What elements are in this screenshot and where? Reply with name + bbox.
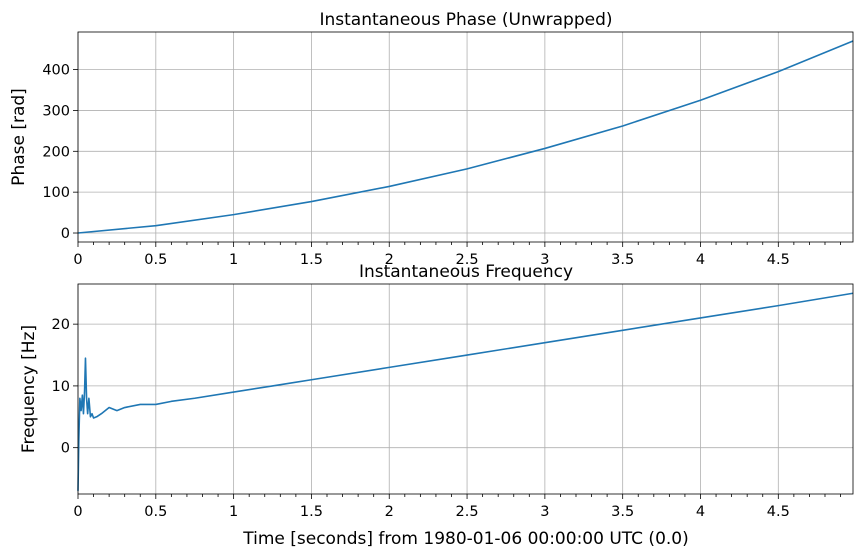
frequency-y-axis-label: Frequency [Hz] <box>19 325 39 453</box>
phase-series <box>77 40 854 234</box>
phase-y-axis-label: Phase [rad] <box>9 88 29 186</box>
frequency-x-tick-label: 2 <box>385 504 394 520</box>
frequency-x-tick-label: 4.5 <box>767 504 790 520</box>
frequency-series-line <box>77 292 854 491</box>
phase-x-tick-label: 2 <box>385 252 394 268</box>
phase-grid <box>77 32 853 242</box>
phase-x-tick-label: 2.5 <box>456 252 479 268</box>
frequency-ticks: 0 0.5 1 1.5 2 2.5 3 3.5 4 4.5 0 10 20 <box>52 317 841 520</box>
frequency-plot-frame <box>77 283 854 495</box>
phase-y-tick-label: 100 <box>42 185 70 201</box>
frequency-grid <box>77 284 853 494</box>
frequency-panel: Instantaneous Frequency 0 0.5 1 1.5 2 2.5 3 3.5… <box>19 262 854 549</box>
phase-chart-title: Instantaneous Phase (Unwrapped) <box>319 10 612 30</box>
frequency-x-tick-label: 0 <box>73 504 82 520</box>
phase-ticks: 0 0.5 1 1.5 2 2.5 3 3.5 4 4.5 0 100 200 300 400 <box>42 63 841 268</box>
phase-x-tick-label: 4 <box>696 252 705 268</box>
phase-x-tick-label: 1 <box>229 252 238 268</box>
frequency-y-tick-label: 20 <box>52 317 70 333</box>
frequency-x-tick-label: 1.5 <box>300 504 323 520</box>
phase-plot-frame <box>77 31 854 243</box>
phase-x-tick-label: 4.5 <box>767 252 790 268</box>
phase-panel: Instantaneous Phase (Unwrapped) 0 0.5 1 1.5… <box>9 10 854 268</box>
frequency-chart-title: Instantaneous Frequency <box>359 262 573 282</box>
frequency-series <box>77 292 854 491</box>
phase-x-tick-label: 1.5 <box>300 252 323 268</box>
phase-series-line <box>77 40 854 234</box>
phase-x-tick-label: 3 <box>540 252 549 268</box>
frequency-x-tick-label: 3.5 <box>611 504 634 520</box>
phase-y-tick-label: 200 <box>42 144 70 160</box>
frequency-x-tick-label: 0.5 <box>144 504 167 520</box>
phase-x-tick-label: 0 <box>73 252 82 268</box>
frequency-y-tick-label: 10 <box>52 379 70 395</box>
phase-x-tick-label: 3.5 <box>611 252 634 268</box>
phase-y-tick-label: 300 <box>42 103 70 119</box>
frequency-x-axis-label: Time [seconds] from 1980-01-06 00:00:00 … <box>242 529 689 549</box>
phase-y-tick-label: 0 <box>61 226 70 242</box>
frequency-x-tick-label: 1 <box>229 504 238 520</box>
phase-y-tick-label: 400 <box>42 63 70 79</box>
phase-x-tick-label: 0.5 <box>144 252 167 268</box>
frequency-x-tick-label: 4 <box>696 504 705 520</box>
frequency-x-tick-label: 2.5 <box>456 504 479 520</box>
frequency-y-tick-label: 0 <box>61 441 70 457</box>
frequency-x-tick-label: 3 <box>540 504 549 520</box>
